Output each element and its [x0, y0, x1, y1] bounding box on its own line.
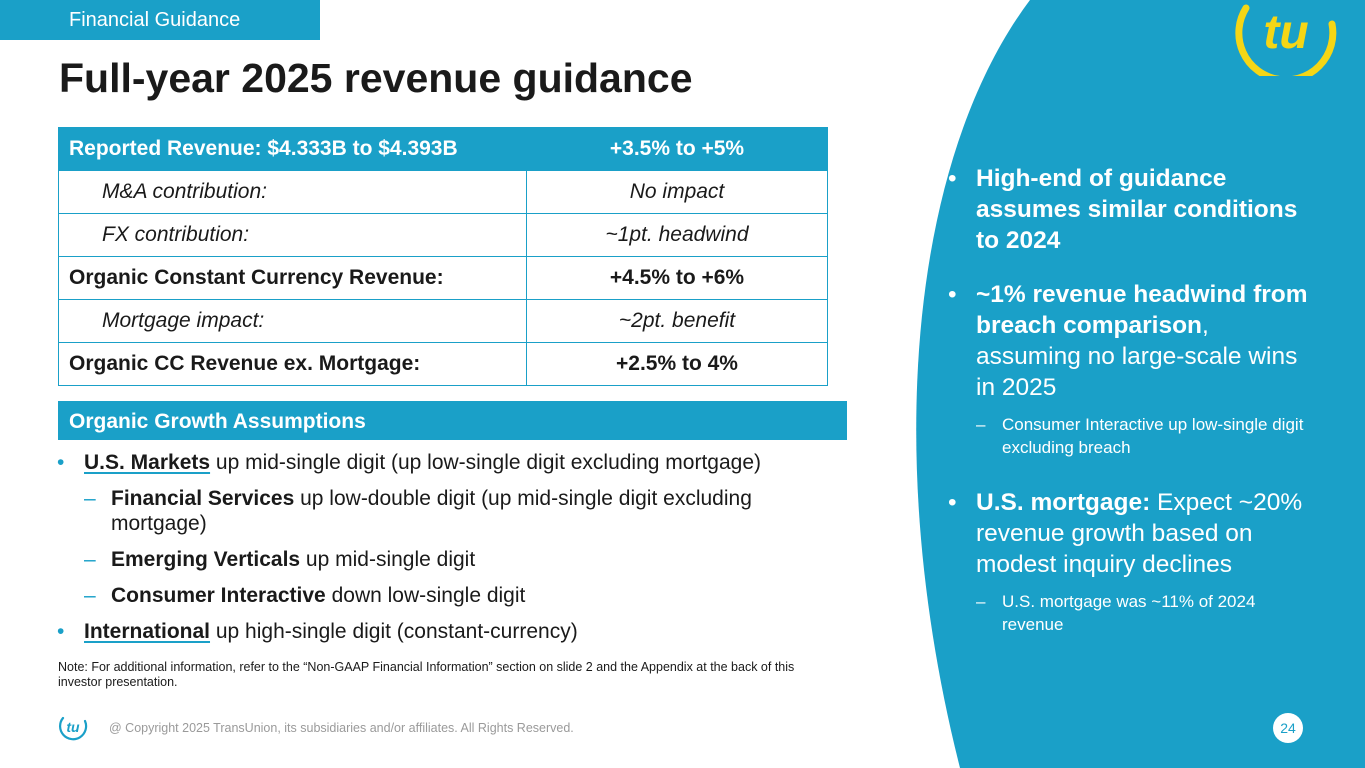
item-bold: International: [84, 620, 211, 643]
tu-logo-icon: tu: [58, 716, 88, 741]
dash-icon: –: [84, 584, 96, 607]
copyright: @ Copyright 2025 TransUnion, its subsidi…: [109, 721, 574, 735]
assumptions-header: Organic Growth Assumptions: [58, 401, 847, 440]
table-row: Organic CC Revenue ex. Mortgage: +2.5% t…: [58, 342, 828, 386]
item-text: up mid-single digit: [300, 548, 476, 571]
list-item: • U.S. Markets up mid-single digit (up lo…: [57, 450, 847, 475]
item-bold: U.S. Markets: [84, 451, 211, 474]
right-bullet: • ~1% revenue headwind from breach compar…: [948, 279, 1318, 403]
right-bullet-text: High-end of guidance assumes similar con…: [976, 165, 1298, 254]
bullet-icon: •: [948, 489, 957, 516]
tu-logo-icon: tu: [1235, 4, 1337, 76]
right-sub-text: U.S. mortgage was ~11% of 2024 revenue: [1002, 592, 1256, 634]
page-title: Full-year 2025 revenue guidance: [59, 55, 693, 101]
bullet-icon: •: [948, 165, 957, 192]
right-sub-bullet: – U.S. mortgage was ~11% of 2024 revenue: [948, 590, 1318, 636]
right-bullet: • U.S. mortgage: Expect ~20% revenue grow…: [948, 487, 1318, 580]
right-bullet-bold: ~1% revenue headwind from breach compari…: [976, 281, 1308, 339]
item-text: down low-single digit: [325, 584, 526, 607]
list-item: • International up high-single digit (con…: [57, 619, 847, 644]
row-label: Mortgage impact:: [58, 299, 527, 343]
row-label: Organic CC Revenue ex. Mortgage:: [58, 342, 527, 386]
table-row: Organic Constant Currency Revenue: +4.5%…: [58, 256, 828, 300]
row-value: ~1pt. headwind: [526, 213, 828, 257]
guidance-table: Reported Revenue: $4.333B to $4.393B +3.…: [58, 127, 828, 386]
item-text: up mid-single digit (up low-single digit…: [210, 451, 762, 474]
item-bold: Financial Services: [111, 487, 295, 510]
row-label: Organic Constant Currency Revenue:: [58, 256, 527, 300]
row-value: ~2pt. benefit: [526, 299, 828, 343]
item-bold: Consumer Interactive: [111, 584, 326, 607]
page-number: 24: [1273, 713, 1303, 743]
right-sub-text: Consumer Interactive up low-single digit…: [1002, 415, 1304, 457]
row-value: +4.5% to +6%: [526, 256, 828, 300]
list-item: – Emerging Verticals up mid-single digit: [57, 547, 847, 572]
list-item: – Consumer Interactive down low-single di…: [57, 583, 847, 608]
right-bullet-text: , assuming no large-scale wins in 2025: [976, 312, 1298, 401]
bullet-icon: •: [57, 620, 65, 643]
svg-text:tu: tu: [1263, 6, 1308, 59]
table-row: Mortgage impact: ~2pt. benefit: [58, 299, 828, 343]
row-value: +2.5% to 4%: [526, 342, 828, 386]
right-bullet-bold: U.S. mortgage:: [976, 489, 1151, 516]
right-panel: • High-end of guidance assumes similar co…: [948, 163, 1318, 636]
section-tag: Financial Guidance: [0, 0, 320, 40]
right-sub-bullet: – Consumer Interactive up low-single digi…: [948, 413, 1318, 459]
item-text: up high-single digit (constant-currency): [210, 620, 578, 643]
svg-text:tu: tu: [66, 719, 80, 735]
item-text: up low-double digit (up mid-single digit…: [111, 487, 752, 535]
table-row: Reported Revenue: $4.333B to $4.393B +3.…: [58, 127, 828, 171]
row-value: +3.5% to +5%: [526, 127, 828, 171]
footnote: Note: For additional information, refer …: [58, 660, 795, 689]
right-bullet: • High-end of guidance assumes similar co…: [948, 163, 1318, 256]
dash-icon: –: [976, 592, 986, 611]
bullet-icon: •: [948, 281, 957, 308]
row-value: No impact: [526, 170, 828, 214]
table-row: M&A contribution: No impact: [58, 170, 828, 214]
bullet-icon: •: [57, 451, 65, 474]
dash-icon: –: [84, 487, 96, 510]
right-bullet-text: Expect ~20% revenue growth based on mode…: [976, 489, 1303, 578]
dash-icon: –: [84, 548, 96, 571]
row-label: FX contribution:: [58, 213, 527, 257]
table-row: FX contribution: ~1pt. headwind: [58, 213, 828, 257]
row-label: Reported Revenue: $4.333B to $4.393B: [58, 127, 527, 171]
item-bold: Emerging Verticals: [111, 548, 301, 571]
row-label: M&A contribution:: [58, 170, 527, 214]
assumptions-list: • U.S. Markets up mid-single digit (up lo…: [57, 450, 847, 655]
dash-icon: –: [976, 415, 986, 434]
list-item: – Financial Services up low-double digit …: [57, 486, 847, 536]
